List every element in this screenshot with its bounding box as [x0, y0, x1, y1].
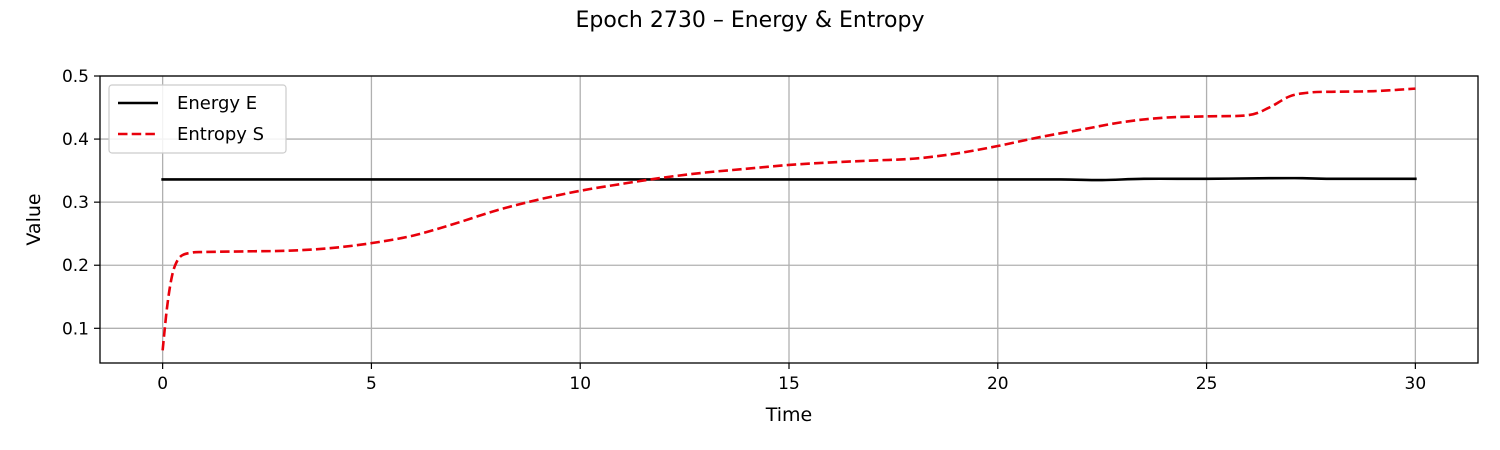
y-tick-label: 0.4 [62, 130, 89, 150]
x-tick-label: 30 [1405, 374, 1427, 394]
x-tick-label: 0 [157, 374, 168, 394]
series-group [161, 87, 1417, 351]
x-axis-label: Time [765, 404, 813, 426]
legend-label: Energy E [177, 93, 257, 114]
y-tick-label: 0.2 [62, 256, 89, 276]
y-tick-label: 0.5 [62, 67, 89, 87]
x-tick-label: 5 [366, 374, 377, 394]
legend-label: Entropy S [177, 124, 264, 145]
grid [100, 75, 1478, 363]
y-tick-label: 0.3 [62, 193, 89, 213]
x-axis: 0 5 10 15 20 25 30 [157, 363, 1426, 394]
x-tick-label: 10 [569, 374, 591, 394]
x-tick-label: 15 [778, 374, 800, 394]
y-tick-label: 0.1 [62, 319, 89, 339]
series-line-energy-e [161, 176, 1417, 182]
x-tick-label: 20 [987, 374, 1009, 394]
legend: Energy E Entropy S [108, 84, 287, 154]
y-axis-label: Value [23, 193, 45, 245]
x-tick-label: 25 [1196, 374, 1218, 394]
series-line-entropy-s [161, 87, 1416, 351]
y-axis: 0.1 0.2 0.3 0.4 0.5 [62, 67, 100, 339]
chart-title: Epoch 2730 – Energy & Entropy [576, 8, 925, 33]
